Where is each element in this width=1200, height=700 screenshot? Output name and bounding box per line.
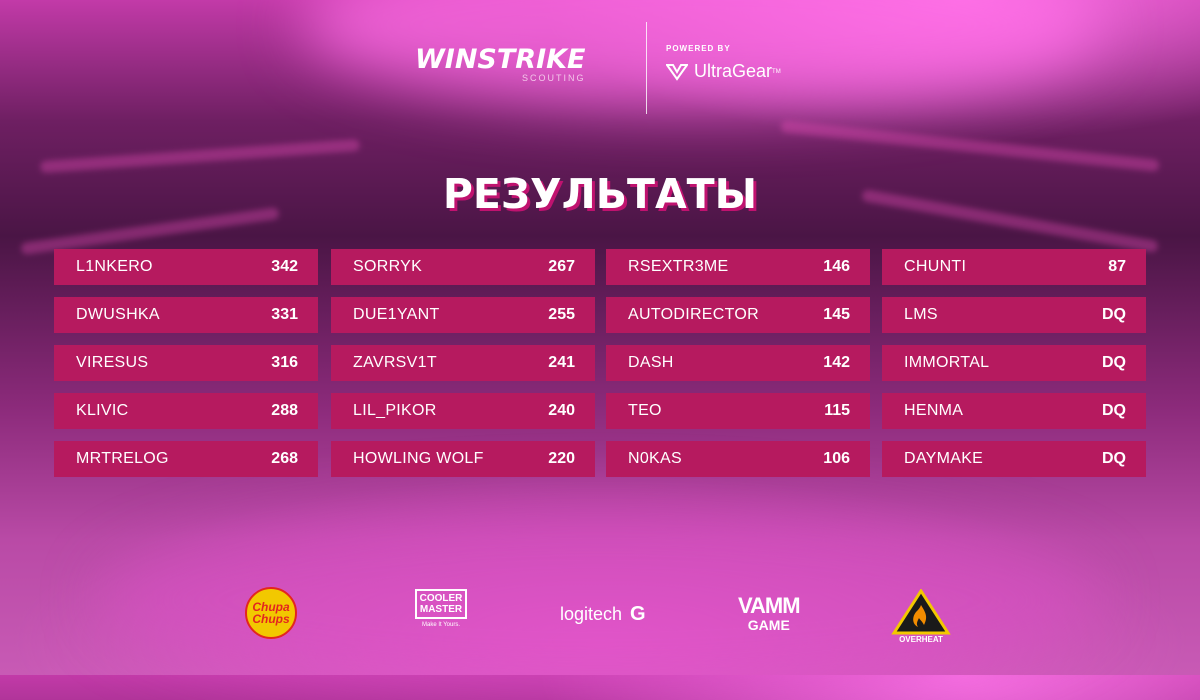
player-name: AUTODIRECTOR — [628, 306, 760, 323]
vamm-line2: GAME — [747, 617, 790, 633]
partner-name: UltraGear — [694, 61, 773, 81]
player-score: DQ — [1102, 306, 1126, 323]
result-row: DUE1YANT 255 — [331, 297, 595, 333]
player-score: 288 — [271, 402, 298, 419]
background-stripe — [780, 120, 1160, 172]
player-score: DQ — [1102, 402, 1126, 419]
vamm-game-logo: VAMM GAME — [738, 593, 801, 634]
player-name: MRTRELOG — [76, 450, 169, 467]
player-name: IMMORTAL — [904, 354, 990, 371]
player-score: 267 — [548, 258, 575, 275]
player-score: 145 — [823, 306, 850, 323]
result-row: IMMORTAL DQ — [882, 345, 1146, 381]
cooler-master-line2: MASTER — [419, 604, 463, 615]
player-score: 146 — [823, 258, 850, 275]
cooler-master-line1: COOLER — [419, 593, 463, 604]
player-score: 342 — [271, 258, 298, 275]
brand-sub: SCOUTING — [521, 73, 586, 83]
player-name: SORRYK — [353, 258, 423, 275]
result-row: ZAVRSV1T 241 — [331, 345, 595, 381]
result-row: HENMA DQ — [882, 393, 1146, 429]
ultragear-icon — [666, 63, 688, 81]
page-title: РЕЗУЛЬТАТЫ — [442, 170, 758, 218]
result-row: VIRESUS 316 — [54, 345, 318, 381]
player-name: HOWLING WOLF — [353, 450, 484, 467]
result-row: LIL_PIKOR 240 — [331, 393, 595, 429]
player-name: TEO — [628, 402, 662, 419]
result-row: CHUNTI 87 — [882, 249, 1146, 285]
player-name: LIL_PIKOR — [353, 402, 437, 419]
player-name: ZAVRSV1T — [353, 354, 437, 371]
player-score: 255 — [548, 306, 575, 323]
result-row: DWUSHKA 331 — [54, 297, 318, 333]
player-name: RSEXTR3ME — [628, 258, 729, 275]
flame-triangle-icon — [891, 589, 951, 635]
result-row: HOWLING WOLF 220 — [331, 441, 595, 477]
logitech-logo: logitech G — [560, 603, 646, 626]
background-stripe — [39, 138, 361, 174]
logitech-g-icon: G — [630, 603, 646, 625]
cooler-master-logo: COOLER MASTER Make It Yours. — [415, 589, 467, 628]
result-row: MRTRELOG 268 — [54, 441, 318, 477]
vamm-line1: VAMM — [738, 593, 801, 618]
player-name: CHUNTI — [904, 258, 967, 275]
player-name: N0KAS — [628, 450, 682, 467]
cooler-master-tagline: Make It Yours. — [421, 622, 461, 628]
chupa-chups-logo: Chupa Chups — [245, 587, 297, 639]
player-score: DQ — [1102, 354, 1126, 371]
winstrike-logo: WINSTRIKE SCOUTING — [415, 44, 586, 83]
player-name: DWUSHKA — [76, 306, 160, 323]
player-name: VIRESUS — [76, 354, 149, 371]
header-divider — [646, 22, 647, 114]
player-name: KLIVIC — [76, 402, 129, 419]
result-row: LMS DQ — [882, 297, 1146, 333]
player-score: 241 — [548, 354, 575, 371]
chupa-chups-text: Chupa Chups — [252, 600, 290, 626]
player-name: DAYMAKE — [904, 450, 984, 467]
sponsor-bar: Chupa Chups COOLER MASTER Make It Yours.… — [0, 585, 1200, 655]
player-name: DUE1YANT — [353, 306, 440, 323]
player-score: 268 — [271, 450, 298, 467]
player-score: 115 — [824, 402, 850, 419]
player-name: HENMA — [904, 402, 964, 419]
result-row: L1NKERO 342 — [54, 249, 318, 285]
player-score: 240 — [548, 402, 575, 419]
player-score: 87 — [1108, 258, 1126, 275]
player-score: 142 — [823, 354, 850, 371]
results-grid: L1NKERO 342 DWUSHKA 331 VIRESUS 316 KLIVIC 2… — [54, 249, 1148, 479]
partner-tm: TM — [772, 68, 781, 75]
result-row: SORRYK 267 — [331, 249, 595, 285]
result-row: DASH 142 — [606, 345, 870, 381]
result-row: KLIVIC 288 — [54, 393, 318, 429]
player-score: 106 — [823, 450, 850, 467]
player-name: LMS — [904, 306, 938, 323]
logitech-text: logitech — [560, 604, 623, 624]
player-score: 331 — [271, 306, 298, 323]
player-score: 316 — [271, 354, 298, 371]
result-row: N0KAS 106 — [606, 441, 870, 477]
player-name: DASH — [628, 354, 674, 371]
powered-by-label: POWERED BY — [666, 44, 731, 53]
ultragear-logo: POWERED BY UltraGear TM — [666, 44, 781, 82]
result-row: RSEXTR3ME 146 — [606, 249, 870, 285]
brand-name: WINSTRIKE — [415, 44, 586, 75]
player-score: 220 — [548, 450, 575, 467]
overheat-logo: OVERHEAT — [890, 589, 952, 649]
result-row: TEO 115 — [606, 393, 870, 429]
result-row: AUTODIRECTOR 145 — [606, 297, 870, 333]
result-row: DAYMAKE DQ — [882, 441, 1146, 477]
overheat-text: OVERHEAT — [899, 635, 943, 644]
player-score: DQ — [1102, 450, 1126, 467]
header: WINSTRIKE SCOUTING POWERED BY UltraGear … — [0, 18, 1200, 118]
player-name: L1NKERO — [76, 258, 153, 275]
